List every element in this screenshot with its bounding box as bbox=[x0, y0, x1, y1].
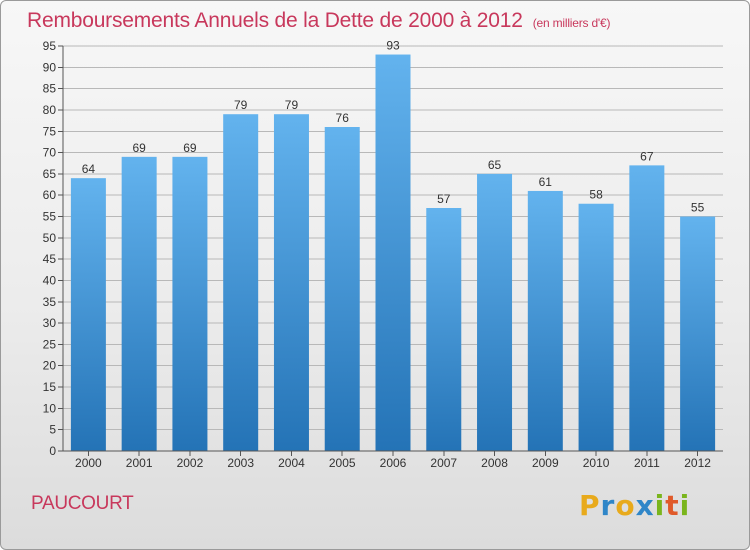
y-tick-label: 75 bbox=[43, 124, 57, 138]
y-tick-label: 95 bbox=[43, 39, 57, 53]
commune-name: PAUCOURT bbox=[31, 493, 134, 514]
bar bbox=[578, 203, 614, 451]
logo-letter: i bbox=[679, 489, 691, 522]
bar-value-label: 69 bbox=[132, 141, 146, 155]
y-tick-label: 30 bbox=[43, 316, 57, 330]
x-tick-label: 2009 bbox=[532, 456, 559, 470]
chart-title-text: Remboursements Annuels de la Dette de 20… bbox=[27, 9, 523, 32]
y-tick-label: 70 bbox=[43, 146, 57, 160]
bar-value-label: 69 bbox=[183, 141, 197, 155]
y-tick-label: 10 bbox=[43, 401, 57, 415]
bar bbox=[477, 173, 513, 452]
y-tick-label: 25 bbox=[43, 337, 57, 351]
bar-value-label: 67 bbox=[640, 149, 654, 163]
y-tick-label: 45 bbox=[43, 252, 57, 266]
bar-value-label: 61 bbox=[539, 175, 553, 189]
y-tick-label: 85 bbox=[43, 82, 57, 96]
x-tick-label: 2007 bbox=[430, 456, 457, 470]
bar-value-label: 79 bbox=[285, 98, 299, 112]
bar-value-label: 65 bbox=[488, 158, 502, 172]
logo-letter: P bbox=[579, 489, 601, 522]
bar-value-label: 76 bbox=[336, 111, 350, 125]
x-tick-label: 2010 bbox=[583, 456, 610, 470]
y-tick-label: 20 bbox=[43, 359, 57, 373]
y-tick-label: 15 bbox=[43, 380, 57, 394]
x-tick-label: 2000 bbox=[75, 456, 102, 470]
bar bbox=[527, 190, 563, 451]
y-tick-label: 90 bbox=[43, 60, 57, 74]
x-tick-label: 2001 bbox=[126, 456, 153, 470]
proxiti-logo: Proxiti bbox=[579, 489, 690, 522]
bar bbox=[629, 165, 665, 452]
bar bbox=[172, 156, 208, 451]
y-tick-label: 35 bbox=[43, 295, 57, 309]
bar-value-label: 57 bbox=[437, 192, 451, 206]
x-tick-label: 2004 bbox=[278, 456, 305, 470]
y-tick-label: 5 bbox=[49, 423, 56, 437]
bar bbox=[426, 208, 462, 451]
x-tick-label: 2012 bbox=[684, 456, 711, 470]
logo-letter: t bbox=[665, 489, 680, 522]
bar-value-label: 93 bbox=[386, 39, 400, 53]
bar bbox=[121, 156, 157, 451]
y-tick-label: 60 bbox=[43, 188, 57, 202]
y-tick-label: 65 bbox=[43, 167, 57, 181]
y-tick-label: 40 bbox=[43, 273, 57, 287]
bar-value-label: 64 bbox=[82, 162, 96, 176]
y-tick-label: 80 bbox=[43, 103, 57, 117]
logo-letter: i bbox=[654, 489, 666, 522]
bar-value-label: 79 bbox=[234, 98, 248, 112]
bar bbox=[223, 114, 259, 452]
y-tick-label: 50 bbox=[43, 231, 57, 245]
logo-letter: r bbox=[600, 489, 616, 522]
chart-title: Remboursements Annuels de la Dette de 20… bbox=[27, 9, 610, 33]
x-tick-label: 2011 bbox=[634, 456, 660, 470]
x-tick-label: 2002 bbox=[177, 456, 204, 470]
bar-value-label: 58 bbox=[589, 188, 603, 202]
logo-letter: x bbox=[635, 489, 655, 522]
bar bbox=[324, 127, 360, 451]
x-tick-label: 2006 bbox=[380, 456, 407, 470]
bar bbox=[273, 114, 309, 452]
x-tick-label: 2003 bbox=[227, 456, 254, 470]
chart-unit: (en milliers d'€) bbox=[532, 16, 611, 30]
logo-letter: o bbox=[615, 489, 636, 522]
bar bbox=[375, 54, 411, 452]
bar bbox=[70, 178, 106, 451]
x-tick-label: 2005 bbox=[329, 456, 356, 470]
x-tick-label: 2008 bbox=[481, 456, 508, 470]
y-tick-label: 0 bbox=[49, 444, 56, 458]
bar bbox=[680, 216, 716, 451]
bar-value-label: 55 bbox=[691, 201, 705, 215]
y-tick-label: 55 bbox=[43, 210, 57, 224]
